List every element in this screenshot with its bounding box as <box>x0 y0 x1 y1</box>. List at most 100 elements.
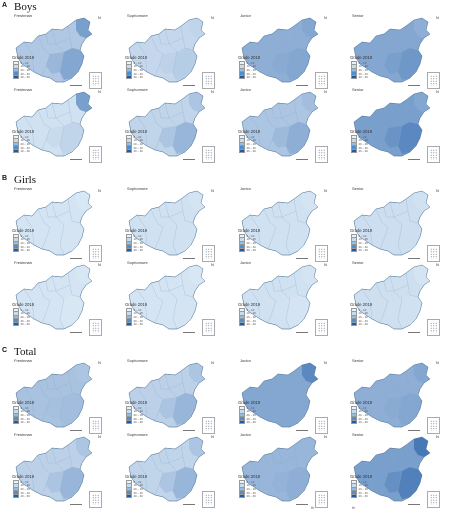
province-border <box>168 37 184 45</box>
south-china-sea-inset <box>427 146 440 163</box>
country-border <box>241 91 319 157</box>
province-border <box>41 300 51 324</box>
legend-label: 40 – 60 <box>246 420 256 425</box>
province-border <box>45 378 56 390</box>
province-border <box>41 398 51 422</box>
province-border <box>379 226 389 250</box>
legend-label: 40 – 60 <box>20 322 30 327</box>
choropleth-map: Sophomore N Grade 2019 0 – 10 10 – 20 20 – 30… <box>123 87 223 164</box>
map-graphic <box>241 362 319 428</box>
legend-label: 0 – 10 <box>133 479 142 484</box>
legend-label: 10 – 20 <box>358 409 368 414</box>
province-border <box>267 127 277 151</box>
south-china-sea-inset <box>89 146 102 163</box>
map-stage-label: Senior <box>352 358 364 363</box>
legend: 0 – 10 10 – 20 20 – 30 30 – 40 40 – 60 <box>239 134 256 154</box>
south-china-sea-inset <box>89 491 102 508</box>
map-stage-label: Junior <box>240 186 251 191</box>
northeast-region <box>302 265 318 285</box>
central-region <box>384 471 402 493</box>
legend-label: 10 – 20 <box>20 237 30 242</box>
scale-bar <box>183 159 195 161</box>
map-stage-label: Freshman <box>14 186 33 191</box>
legend-item: 40 – 60 <box>126 493 143 499</box>
legend-label: 40 – 60 <box>358 248 368 253</box>
province-border <box>383 280 394 292</box>
north-arrow-icon: N <box>211 360 214 365</box>
province-border <box>23 460 35 492</box>
legend: 0 – 10 10 – 20 20 – 30 30 – 40 40 – 60 <box>351 405 368 425</box>
south-china-sea-inset <box>315 72 328 89</box>
map-graphic <box>353 362 431 428</box>
legend-label: 20 – 30 <box>246 141 256 146</box>
province-border <box>172 51 178 83</box>
north-arrow-icon: N <box>211 15 214 20</box>
northeast-region <box>414 437 430 457</box>
province-border <box>297 466 307 470</box>
grade-label: Grade 2019 <box>12 302 35 307</box>
province-border <box>168 382 184 390</box>
map-stage-label: Freshman <box>14 432 33 437</box>
scale-bar <box>296 258 308 260</box>
legend-label: 30 – 40 <box>133 145 143 150</box>
legend-label: 0 – 10 <box>20 479 29 484</box>
grade-label: Grade 2019 <box>125 228 148 233</box>
legend-label: 20 – 30 <box>20 412 30 417</box>
northeast-region <box>189 437 205 457</box>
province-border <box>71 47 81 51</box>
legend-label: 40 – 60 <box>246 75 256 80</box>
central-region <box>159 471 177 493</box>
north-arrow-icon: N <box>436 434 439 439</box>
inset-islands <box>204 494 213 505</box>
legend-label: 10 – 20 <box>20 64 30 69</box>
province-border <box>379 300 389 324</box>
legend-swatch <box>126 247 132 253</box>
northeast-region <box>189 92 205 112</box>
legend-label: 30 – 40 <box>20 416 30 421</box>
legend-label: 20 – 30 <box>20 486 30 491</box>
province-border <box>59 224 65 256</box>
south-china-sea-inset <box>202 417 215 434</box>
legend-label: 30 – 40 <box>358 416 368 421</box>
legend-label: 30 – 40 <box>20 244 30 249</box>
legend-swatch <box>13 247 19 253</box>
choropleth-map: Junior N Grade 2019 0 – 10 10 – 20 20 – 30 30 … <box>236 358 336 435</box>
grade-label: Grade 2019 <box>125 129 148 134</box>
legend-swatch <box>13 148 19 154</box>
province-border <box>71 466 81 470</box>
northeast-region <box>302 191 318 211</box>
province-border <box>271 280 282 292</box>
map-graphic <box>241 91 319 157</box>
legend-label: 40 – 60 <box>133 494 143 499</box>
north-arrow-icon: N <box>324 360 327 365</box>
province-border <box>37 109 51 129</box>
legend-label: 30 – 40 <box>358 490 368 495</box>
south-china-sea-inset <box>315 491 328 508</box>
south-china-sea-inset <box>315 319 328 336</box>
map-graphic <box>241 264 319 330</box>
province-border <box>59 125 65 157</box>
province-border <box>263 282 277 302</box>
province-border <box>45 107 56 119</box>
legend-label: 30 – 40 <box>20 145 30 150</box>
northeast-region <box>414 363 430 383</box>
province-border <box>397 396 403 428</box>
legend-item: 40 – 60 <box>13 321 30 327</box>
choropleth-map: Junior N Grade 2019 0 – 10 10 – 20 20 – 30 30 … <box>236 432 336 509</box>
scale-bar <box>408 159 420 161</box>
map-stage-label: Freshman <box>14 87 33 92</box>
province-border <box>172 396 178 428</box>
legend: 0 – 10 10 – 20 20 – 30 30 – 40 40 – 60 <box>13 233 30 253</box>
province-border <box>150 208 164 228</box>
province-border <box>361 115 373 147</box>
legend-label: 10 – 20 <box>358 237 368 242</box>
legend-label: 0 – 10 <box>20 233 29 238</box>
province-border <box>281 284 297 292</box>
province-border <box>45 206 56 218</box>
panel-letter: C <box>2 347 8 354</box>
choropleth-map: Senior N Grade 2019 0 – 10 10 – 20 20 – 30 30 … <box>348 13 448 90</box>
province-border <box>297 294 307 298</box>
province-border <box>154 53 164 77</box>
province-border <box>297 121 307 125</box>
